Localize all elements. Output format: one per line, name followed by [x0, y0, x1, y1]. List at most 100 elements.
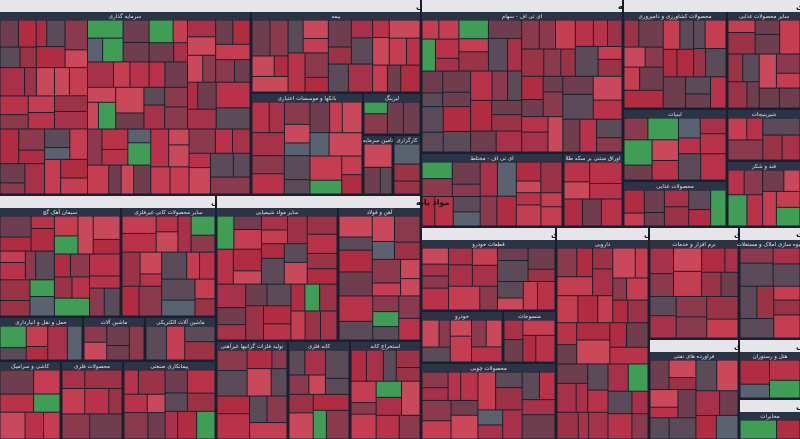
tile [478, 372, 496, 410]
group-label: کاشی و سرامیک [11, 363, 50, 370]
tile [716, 415, 738, 439]
tile [116, 87, 144, 113]
tile [557, 248, 577, 277]
tile [694, 20, 705, 49]
tile [678, 390, 696, 418]
group-header-bg [728, 12, 800, 20]
tile [65, 50, 88, 68]
tile [351, 381, 376, 403]
tile [543, 76, 563, 92]
tile [422, 372, 448, 388]
tile [747, 195, 763, 226]
tile [195, 279, 215, 299]
tile [54, 111, 88, 129]
tile [544, 49, 561, 76]
tile [689, 190, 711, 210]
group-header-bg [394, 136, 420, 144]
tile [578, 296, 598, 323]
tile [252, 174, 284, 194]
tile [235, 60, 250, 82]
tile [291, 311, 305, 340]
tile [707, 319, 738, 338]
tile [320, 284, 337, 311]
tile [728, 140, 763, 160]
tile [497, 298, 523, 310]
tile [676, 317, 707, 338]
tile [652, 160, 678, 180]
tile [496, 372, 522, 388]
group-header-bg [0, 208, 120, 216]
tile [45, 159, 61, 194]
tile [165, 411, 178, 439]
tile [389, 38, 406, 65]
tile [54, 236, 78, 254]
tile [450, 336, 472, 362]
tile [627, 323, 648, 347]
tile [148, 413, 165, 439]
tile [342, 156, 362, 175]
tile [252, 76, 288, 92]
tile [134, 165, 151, 194]
group-label: بیمه [331, 14, 341, 20]
tile [216, 44, 250, 60]
tile [44, 412, 60, 439]
tile [777, 420, 800, 439]
tile [450, 320, 472, 336]
group-label: انبوه سازی املاک و مستغلات [737, 241, 800, 248]
tile [93, 239, 120, 254]
tile [394, 164, 420, 181]
tile [187, 370, 215, 393]
group-header-bg [740, 412, 800, 420]
tile [652, 140, 678, 160]
tile [589, 412, 608, 439]
tile [523, 281, 537, 310]
tile [45, 148, 70, 159]
tile [496, 131, 522, 152]
tile [284, 102, 310, 124]
tile [608, 391, 632, 414]
tile [156, 216, 178, 232]
group-header-bg [422, 240, 555, 248]
tile [25, 251, 36, 280]
sector-title: املاک و مستغلات [796, 230, 800, 239]
tile [396, 368, 420, 381]
tile [376, 397, 402, 415]
tile [480, 196, 497, 226]
tile [624, 67, 640, 90]
tile [686, 94, 711, 108]
tile [459, 39, 488, 52]
tile [448, 372, 461, 400]
tile [189, 153, 210, 168]
tile [443, 71, 471, 92]
tile [36, 47, 65, 68]
tile [624, 20, 639, 47]
tile [98, 102, 116, 129]
tile [329, 133, 362, 156]
tile [422, 20, 439, 39]
tile [289, 375, 309, 394]
tile [396, 350, 420, 368]
tile [326, 410, 349, 439]
tile [373, 38, 389, 65]
tile [267, 284, 291, 306]
tile [149, 62, 165, 87]
tile [640, 67, 663, 90]
group-label: ای تی اف - سهام [502, 14, 543, 20]
tile [522, 372, 539, 400]
tile [217, 308, 246, 325]
tile [780, 20, 800, 54]
tile [216, 82, 250, 108]
group-label: اوراق مبتنی بر سکه طلا [566, 155, 621, 162]
tile [90, 254, 120, 276]
tile [628, 300, 648, 323]
tile [325, 350, 349, 378]
tile [165, 393, 187, 411]
tile [624, 47, 645, 67]
tile [740, 384, 769, 398]
tile [328, 64, 348, 92]
tile [557, 296, 578, 323]
tile [0, 262, 25, 280]
tile [759, 88, 779, 108]
tile [508, 71, 522, 100]
tile [541, 193, 562, 207]
